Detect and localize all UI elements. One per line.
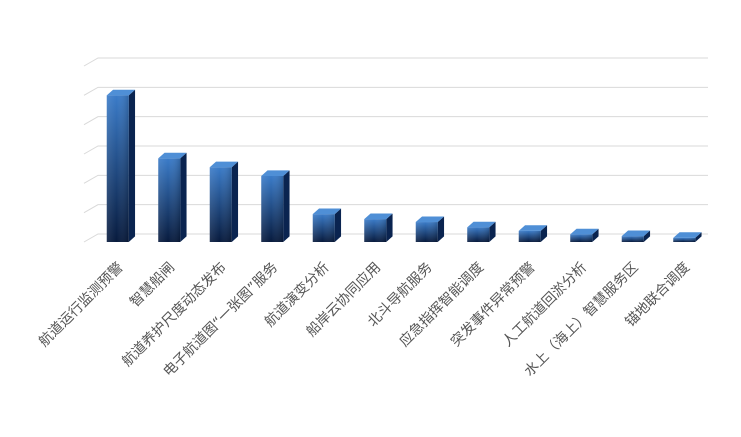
bar [621,230,651,242]
bar-side [386,213,393,242]
bar-sheen [518,230,541,242]
bar-sheen [261,176,284,242]
bar-top [158,152,187,159]
bar [261,170,290,242]
bar [209,161,239,242]
bar [312,208,342,242]
grid-line [83,233,708,243]
bar-top [570,228,599,235]
bar-side [695,232,702,242]
bar-top [209,161,239,168]
bar-sheen [673,237,696,242]
category-label: 智慧船闸 [127,260,178,311]
bar-sheen [570,234,593,242]
category-label: 航道运行监测预警 [36,260,127,351]
bar-side [489,221,496,242]
bar-sheen [621,236,644,242]
bar-side [437,216,445,242]
bar-sheen [209,167,232,242]
bar [467,221,496,242]
bar-side [643,230,651,242]
bar-sheen [158,158,181,242]
bar-top [467,221,496,228]
grid-lines [83,57,708,243]
bar [106,89,136,242]
bar-sheen [312,214,335,242]
bar [158,152,187,242]
bar-side [540,225,548,242]
bar-top [673,232,702,238]
grid-line [83,116,708,126]
bar-side [180,152,187,242]
bar [364,213,393,242]
bar-sheen [415,222,438,242]
grid-line [83,145,708,155]
bar-sheen [106,95,129,242]
bar-top [364,213,393,220]
bar-top [106,89,136,96]
bar-side [128,89,136,242]
bar [518,225,548,242]
bar-side [592,228,599,242]
grid-line [83,57,708,67]
category-label: 应急指挥智能调度 [396,259,487,350]
category-label: 航道养护尺度动态发布 [119,260,229,370]
bar-top [518,225,548,231]
bar [570,228,599,242]
grid-line [83,86,708,96]
bar-top [415,216,445,223]
bar-top [312,208,342,215]
bar-side [283,170,290,242]
bar-side [231,161,239,242]
bar-side [334,208,342,242]
bar-top [621,230,651,237]
bars [106,89,702,242]
grid-line [83,204,708,214]
bar-top [261,170,290,176]
bar-sheen [364,219,387,242]
bar [673,232,702,242]
bar-sheen [467,227,490,242]
bar [415,216,445,242]
category-labels: 航道运行监测预警 智慧船闸航道养护尺度动态发布电子航道图“一张图”服务航道演变分析… [36,259,693,380]
grid-line [83,174,708,184]
